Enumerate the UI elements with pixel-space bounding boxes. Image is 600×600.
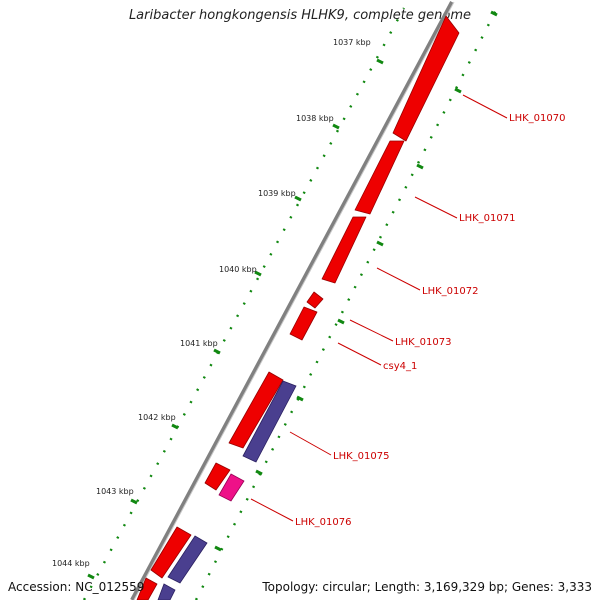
- outer-dotted-track: [82, 7, 406, 600]
- leader-lhk-01076: [250, 498, 294, 522]
- gene-lhk-01076: [204, 462, 231, 491]
- gene-lhk-01075: [228, 371, 284, 449]
- leader-lhk-01075: [289, 431, 332, 456]
- gene-purple-1: [242, 380, 297, 463]
- inner-tick: [296, 395, 304, 402]
- genome-summary-text: Topology: circular; Length: 3,169,329 bp…: [262, 580, 592, 594]
- tick-mark-1041: [213, 348, 221, 355]
- gene-cds-lower-2: [136, 577, 158, 600]
- gene-label-lhk-01073: LHK_01073: [395, 337, 451, 348]
- tick-mark-1037: [376, 58, 384, 65]
- gene-label-lhk-01070: LHK_01070: [509, 113, 565, 124]
- inner-tick: [214, 545, 222, 552]
- tick-mark-1044: [87, 573, 95, 580]
- gene-lhk-01070: [392, 15, 460, 142]
- tick-label-1042: 1042 kbp: [138, 413, 176, 422]
- map-title: Laribacter hongkongensis HLHK9, complete…: [128, 8, 472, 23]
- inner-tick: [454, 87, 462, 94]
- gene-rna-pink: [218, 473, 245, 502]
- inner-tick: [490, 10, 498, 17]
- inner-tick: [337, 318, 345, 325]
- inner-dotted-track: [194, 9, 498, 600]
- gene-label-lhk-01072: LHK_01072: [422, 286, 478, 297]
- tick-mark-1038: [332, 123, 340, 130]
- tick-label-1040: 1040 kbp: [219, 265, 257, 274]
- tick-label-1041: 1041 kbp: [180, 339, 218, 348]
- accession-text: Accession: NC_012559: [8, 580, 145, 594]
- leader-lhk-01072: [376, 267, 421, 291]
- leader-lhk-01071: [414, 196, 458, 219]
- tick-label-1038: 1038 kbp: [296, 114, 334, 123]
- leader-lhk-01070: [462, 94, 508, 119]
- tick-mark-1042: [171, 423, 179, 430]
- gene-purple-2: [167, 535, 208, 584]
- tick-label-1039: 1039 kbp: [258, 189, 296, 198]
- tick-label-1043: 1043 kbp: [96, 487, 134, 496]
- leader-csy4-1: [337, 342, 382, 366]
- gene-label-lhk-01076: LHK_01076: [295, 517, 351, 528]
- tick-label-1044: 1044 kbp: [52, 559, 90, 568]
- leader-lhk-01073: [349, 319, 394, 342]
- gene-label-lhk-01071: LHK_01071: [459, 213, 515, 224]
- gene-label-lhk-01075: LHK_01075: [333, 451, 389, 462]
- gene-lhk-01073: [289, 306, 318, 341]
- gene-lhk-01073-small: [306, 291, 324, 309]
- inner-tick: [376, 240, 384, 247]
- gene-purple-3: [157, 583, 176, 600]
- genome-backbone-highlight: [133, 1, 455, 600]
- gene-lhk-01071: [354, 140, 405, 215]
- inner-tick: [416, 163, 424, 170]
- gene-label-csy4-1: csy4_1: [383, 361, 417, 372]
- tick-mark-1043: [130, 498, 138, 505]
- tick-mark-1040: [254, 270, 262, 277]
- tick-mark-1039: [294, 195, 302, 202]
- genome-backbone: [130, 1, 454, 600]
- inner-tick: [255, 469, 263, 476]
- gene-lhk-01072: [321, 216, 367, 284]
- tick-label-1037: 1037 kbp: [333, 38, 371, 47]
- gene-cds-lower: [150, 526, 192, 579]
